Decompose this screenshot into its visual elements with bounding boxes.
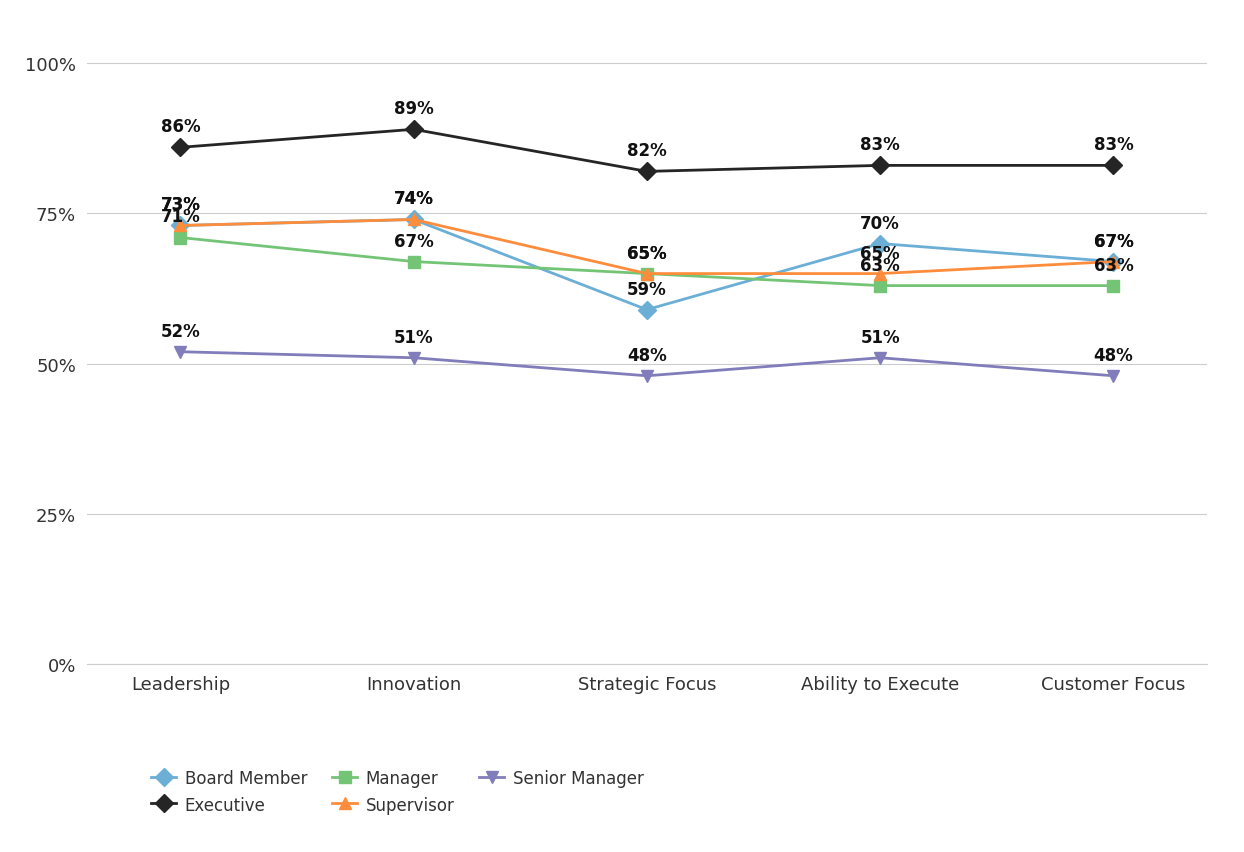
Text: 71%: 71%	[160, 208, 200, 227]
Text: 65%: 65%	[861, 245, 899, 262]
Text: 73%: 73%	[160, 196, 200, 214]
Text: 67%: 67%	[1093, 233, 1133, 250]
Text: 67%: 67%	[1093, 233, 1133, 250]
Text: 74%: 74%	[393, 190, 434, 208]
Text: 74%: 74%	[393, 190, 434, 208]
Text: 48%: 48%	[627, 347, 667, 365]
Text: 89%: 89%	[394, 101, 433, 118]
Text: 63%: 63%	[1093, 256, 1133, 274]
Text: 48%: 48%	[1093, 347, 1133, 365]
Text: 52%: 52%	[160, 322, 200, 340]
Text: 65%: 65%	[627, 245, 667, 262]
Text: 65%: 65%	[627, 245, 667, 262]
Text: 63%: 63%	[861, 256, 899, 274]
Text: 51%: 51%	[394, 328, 433, 346]
Text: 73%: 73%	[160, 196, 200, 214]
Text: 82%: 82%	[627, 142, 667, 160]
Text: 67%: 67%	[394, 233, 433, 250]
Text: 59%: 59%	[627, 280, 667, 298]
Text: 86%: 86%	[160, 118, 200, 136]
Legend: Board Member, Executive, Manager, Supervisor, Senior Manager: Board Member, Executive, Manager, Superv…	[152, 769, 643, 814]
Text: 83%: 83%	[1093, 136, 1133, 154]
Text: 51%: 51%	[861, 328, 899, 346]
Text: 70%: 70%	[861, 214, 899, 233]
Text: 83%: 83%	[861, 136, 899, 154]
